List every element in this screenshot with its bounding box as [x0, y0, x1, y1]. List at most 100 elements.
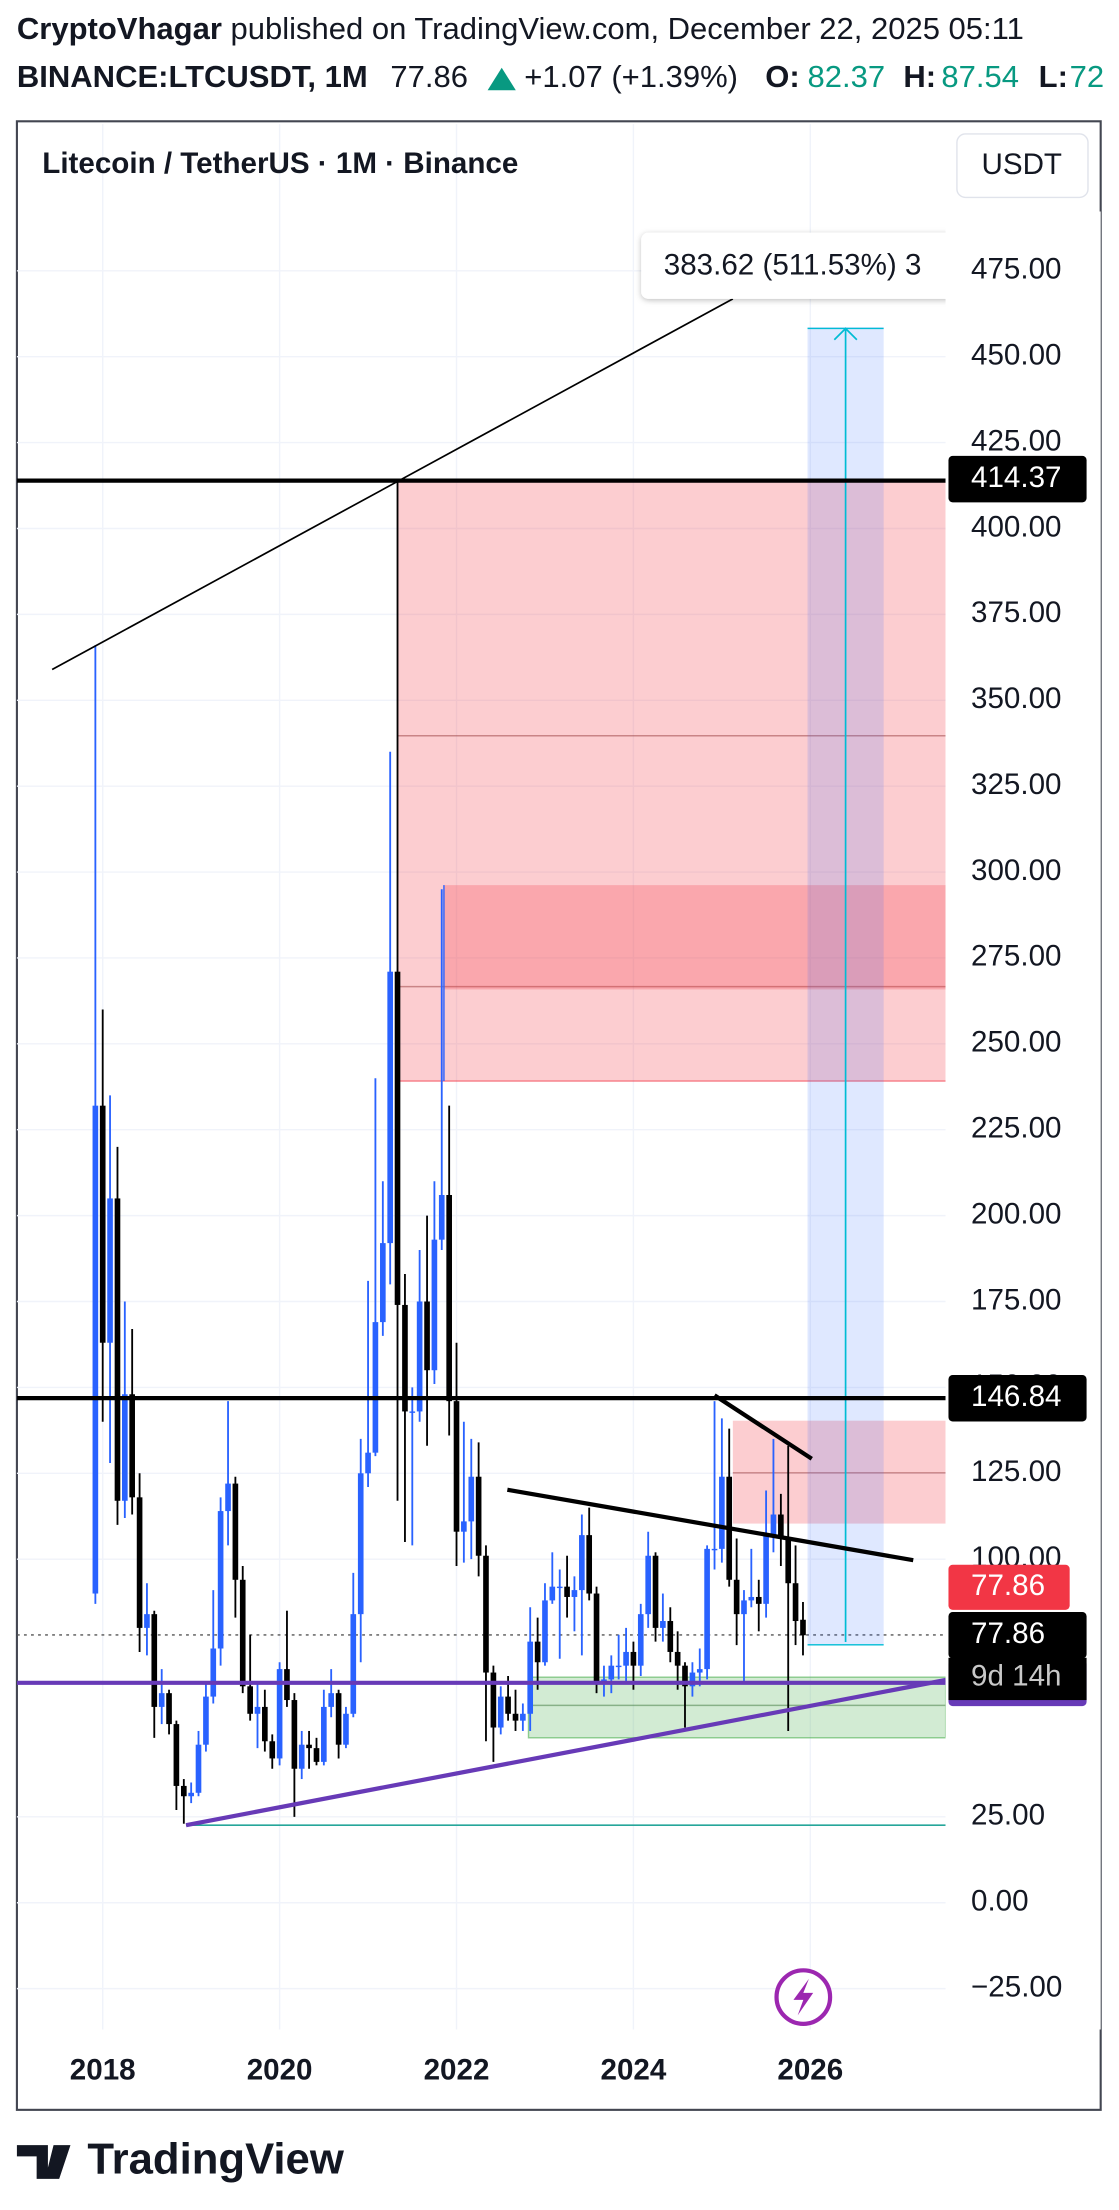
candle-body: [755, 1596, 762, 1604]
zone: [527, 1676, 946, 1739]
candle-body: [144, 1614, 150, 1628]
y-tick-label: 125.00: [971, 1455, 1061, 1488]
candle-body: [453, 1401, 460, 1532]
x-tick-label: 2020: [247, 2054, 313, 2087]
candle-body: [269, 1741, 276, 1759]
x-tick-label: 2024: [601, 2054, 667, 2087]
symbol: BINANCE:LTCUSDT, 1M: [17, 59, 368, 94]
chart-title: Litecoin / TetherUS · 1M · Binance: [42, 147, 518, 180]
candle-body: [158, 1693, 165, 1707]
y-tick-label: 250.00: [971, 1026, 1061, 1059]
candle-body: [232, 1483, 239, 1580]
candle-body: [593, 1593, 600, 1683]
trend-line: [713, 1393, 813, 1461]
candle-body: [608, 1665, 615, 1680]
y-tick-label: 300.00: [971, 854, 1061, 887]
candle-body: [763, 1535, 769, 1604]
candle-body: [372, 1322, 379, 1453]
last-price: 77.86: [390, 59, 468, 94]
candle-body: [571, 1590, 578, 1597]
zone: [397, 480, 946, 1082]
low-value: 72: [1070, 59, 1104, 94]
candle-body: [99, 1105, 106, 1343]
price-label-box: [948, 455, 1087, 503]
candle-body: [549, 1586, 556, 1601]
candle-body: [107, 1198, 113, 1343]
candle-body: [446, 1194, 452, 1402]
logo-mark: [16, 2145, 71, 2179]
drawings: [16, 480, 946, 1827]
alert-label-box: [948, 1564, 1070, 1610]
price-label: 146.84: [971, 1380, 1061, 1413]
candle-body: [239, 1579, 246, 1687]
candle-body: [394, 971, 401, 1305]
candle-body: [166, 1693, 172, 1725]
author: CryptoVhagar: [17, 11, 222, 46]
candle-body: [328, 1693, 334, 1707]
y-tick-label: 375.00: [971, 596, 1061, 629]
candle-body: [689, 1672, 696, 1687]
candle-body: [785, 1538, 792, 1584]
candle-body: [556, 1586, 563, 1589]
candle-body: [438, 1194, 445, 1240]
candle-body: [483, 1555, 489, 1673]
lightning-glyph: [793, 1978, 814, 2016]
candle-body: [586, 1535, 593, 1594]
candle-body: [660, 1621, 666, 1628]
candle-body: [748, 1596, 755, 1601]
trend-line: [185, 1677, 946, 1828]
x-tick-label: 2026: [777, 2054, 843, 2087]
candle-body: [630, 1651, 637, 1666]
price-axis: [945, 211, 1101, 2030]
candle-body: [637, 1614, 644, 1666]
candle-body: [534, 1641, 541, 1663]
countdown-box: [948, 1657, 1087, 1701]
candle-body: [623, 1651, 629, 1666]
published: published on TradingView.com, December 2…: [231, 11, 1024, 46]
candle-body: [313, 1748, 320, 1762]
x-tick-label: 2022: [424, 2054, 490, 2087]
y-tick-label: 325.00: [971, 768, 1061, 801]
open-value: 82.37: [808, 59, 886, 94]
candle-body: [357, 1473, 364, 1615]
candle-body: [247, 1686, 253, 1714]
price-label-box: [948, 1374, 1087, 1422]
candle-body: [402, 1304, 408, 1412]
candle-body: [733, 1579, 740, 1615]
candle-body: [409, 1411, 416, 1413]
y-tick-label: 450.00: [971, 339, 1061, 372]
y-tick-label: 200.00: [971, 1197, 1061, 1230]
candle-body: [262, 1706, 268, 1742]
candle-body: [770, 1514, 777, 1536]
candle-body: [461, 1521, 467, 1532]
x-tick-label: 2018: [70, 2054, 136, 2087]
candle-body: [778, 1514, 784, 1539]
y-tick-label: 475.00: [971, 253, 1061, 286]
candle-body: [122, 1394, 128, 1501]
candle-body: [129, 1394, 135, 1498]
y-tick-label: 425.00: [971, 424, 1061, 457]
candle-body: [92, 1105, 99, 1594]
candle-body: [490, 1672, 497, 1728]
candle-body: [380, 1243, 386, 1323]
header-line: CryptoVhagar published on TradingView.co…: [17, 11, 1024, 46]
high-value: 87.54: [941, 59, 1019, 94]
candle-body: [520, 1713, 526, 1721]
candle-body: [195, 1744, 202, 1793]
candle-body: [652, 1555, 659, 1628]
candle-body: [512, 1713, 519, 1721]
y-tick-label: 175.00: [971, 1283, 1061, 1316]
y-tick-label: 350.00: [971, 682, 1061, 715]
countdown: 9d 14h: [971, 1659, 1061, 1692]
y-tick-label: 0.00: [971, 1885, 1029, 1918]
measure-tooltip: [641, 232, 946, 299]
currency: USDT: [981, 148, 1062, 181]
up-triangle: [487, 67, 516, 91]
candle-body: [579, 1535, 585, 1591]
candle-body: [276, 1669, 283, 1759]
candle-body: [335, 1693, 342, 1745]
currency-button[interactable]: [956, 133, 1089, 199]
y-tick-label: 225.00: [971, 1112, 1061, 1145]
